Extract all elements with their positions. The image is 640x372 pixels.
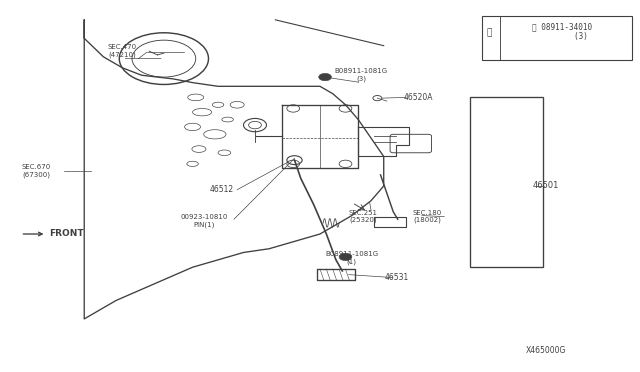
Text: SEC.251
(25320): SEC.251 (25320) (349, 210, 378, 224)
Text: 00923-10810
PIN(1): 00923-10810 PIN(1) (180, 214, 228, 228)
Text: 46512: 46512 (209, 185, 234, 194)
Text: ⓘ: ⓘ (486, 29, 492, 38)
Circle shape (319, 73, 332, 81)
Text: SEC.180
(18002): SEC.180 (18002) (412, 210, 442, 224)
Text: 46531: 46531 (385, 273, 408, 282)
Text: Ⓢ 08911-34010
        (3): Ⓢ 08911-34010 (3) (532, 22, 592, 41)
Text: FRONT: FRONT (23, 230, 84, 238)
Text: X465000G: X465000G (526, 346, 566, 355)
Text: B08911-1081G
(1): B08911-1081G (1) (325, 251, 378, 265)
Text: 46501: 46501 (533, 182, 559, 190)
Text: B08911-1081G
(3): B08911-1081G (3) (335, 68, 388, 82)
Circle shape (339, 253, 352, 260)
Text: SEC.470
(47210): SEC.470 (47210) (108, 45, 137, 58)
Text: 46520A: 46520A (404, 93, 433, 102)
Text: SEC.670
(67300): SEC.670 (67300) (22, 164, 51, 178)
